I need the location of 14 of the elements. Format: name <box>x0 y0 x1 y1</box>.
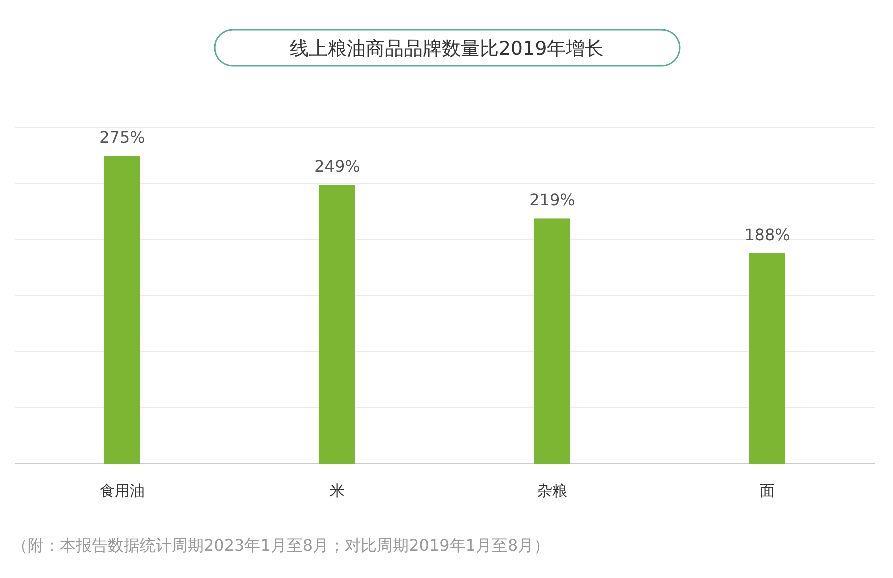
data-label: 275% <box>100 128 146 147</box>
x-tick-label: 面 <box>760 482 775 500</box>
chart-title: 线上粮油商品品牌数量比2019年增长 <box>290 38 604 60</box>
bar <box>534 218 570 464</box>
data-label: 249% <box>314 157 360 176</box>
x-tick-label: 米 <box>330 482 345 500</box>
data-label: 188% <box>744 225 790 244</box>
bar <box>750 253 786 464</box>
x-tick-label: 食用油 <box>100 482 145 500</box>
x-tick-label: 杂粮 <box>538 482 568 500</box>
bar <box>104 156 140 464</box>
text: （附：本报告数据统计周期2023年1月至8月；对比周期2019年1月至8月） <box>12 536 550 555</box>
data-label: 219% <box>530 190 576 210</box>
bar <box>320 185 356 464</box>
